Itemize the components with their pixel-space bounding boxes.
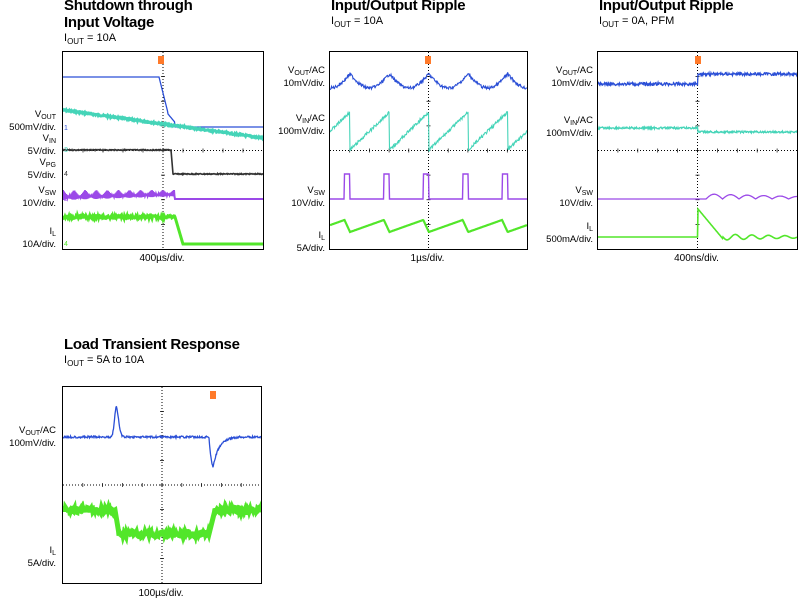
- panel2-label-vin: VIN/AC 100mV/div.: [278, 113, 325, 137]
- panel4-label-il: IL 5A/div.: [27, 545, 56, 569]
- panel3-title: Input/Output Ripple: [599, 0, 734, 14]
- panel1-marker-1: 3: [64, 147, 68, 154]
- panel1-trigger-marker: [158, 56, 164, 64]
- panel2-trace-vin: [330, 110, 527, 153]
- panel3-trigger-marker: [695, 56, 701, 64]
- panel2-title: Input/Output Ripple: [331, 0, 466, 14]
- panel3-label-vsw: VSW 10V/div.: [559, 185, 593, 209]
- panel1-label-vout: VOUT 500mV/div.: [9, 109, 56, 133]
- panel1-trace-vin: [63, 106, 263, 142]
- panel4-plot: [63, 387, 261, 583]
- panel4-trace-il: [63, 498, 261, 546]
- panel3-scope: [597, 51, 798, 250]
- panel3-label-il: IL 500mA/div.: [546, 221, 593, 245]
- panel1-timebase: 400µs/div.: [139, 253, 185, 264]
- panel1-title: Shutdown through Input Voltage: [64, 0, 193, 31]
- panel2-trigger-marker: [425, 56, 431, 64]
- panel1-trace-il: [63, 209, 263, 246]
- panel4-scope: [62, 386, 262, 584]
- panel2-trace-vsw: [330, 173, 527, 200]
- panel4-trigger-marker: [210, 391, 216, 399]
- panel4-timebase: 100µs/div.: [138, 588, 184, 599]
- panel1-condition: IOUT = 10A: [64, 32, 117, 47]
- panel1-trace-vsw: [63, 189, 263, 202]
- panel3-trace-il: [598, 206, 797, 241]
- panel1-marker-4: 4: [64, 241, 68, 248]
- panel3-trace-vin: [598, 124, 797, 135]
- panel4-title: Load Transient Response: [64, 336, 240, 353]
- panel4-trace-vout: [63, 405, 261, 468]
- panel3-trace-vsw: [598, 193, 797, 200]
- panel4-label-vout: VOUT/AC 100mV/div.: [9, 425, 56, 449]
- panel1-label-il: IL 10A/div.: [22, 226, 56, 250]
- panel2-label-vout: VOUT/AC 10mV/div.: [283, 65, 325, 89]
- panel2-condition: IOUT = 10A: [331, 15, 384, 30]
- panel1-trace-vout: [63, 76, 263, 128]
- panel1-label-vin: VIN 5V/div.: [27, 133, 56, 157]
- panel3-grid-ticks: [617, 76, 778, 225]
- panel1-plot: 1 3 4 2 4: [63, 52, 263, 249]
- panel1-trace-vpg: [63, 148, 263, 177]
- panel3-label-vin: VIN/AC 100mV/div.: [546, 115, 593, 139]
- panel1-scope: 1 3 4 2 4: [62, 51, 264, 250]
- panel1-marker-3: 2: [64, 196, 68, 203]
- panel2-plot: [330, 52, 527, 249]
- panel2-timebase: 1µs/div.: [410, 253, 445, 264]
- panel3-label-vout: VOUT/AC 10mV/div.: [551, 65, 593, 89]
- panel2-trace-il: [330, 218, 527, 234]
- panel3-condition: IOUT = 0A, PFM: [599, 15, 675, 30]
- panel2-scope: [329, 51, 528, 250]
- panel1-label-vsw: VSW 10V/div.: [22, 185, 56, 209]
- panel3-plot: [598, 52, 797, 249]
- panel4-condition: IOUT = 5A to 10A: [64, 354, 145, 369]
- panel1-marker-2: 4: [64, 171, 68, 178]
- panel2-trace-vout: [330, 72, 527, 91]
- panel1-marker-0: 1: [64, 125, 68, 132]
- panel3-timebase: 400ns/div.: [674, 253, 719, 264]
- panel1-label-vpg: VPG 5V/div.: [27, 157, 56, 181]
- panel2-label-il: IL 5A/div.: [296, 230, 325, 254]
- panel3-trace-vout: [598, 70, 797, 88]
- panel2-label-vsw: VSW 10V/div.: [291, 185, 325, 209]
